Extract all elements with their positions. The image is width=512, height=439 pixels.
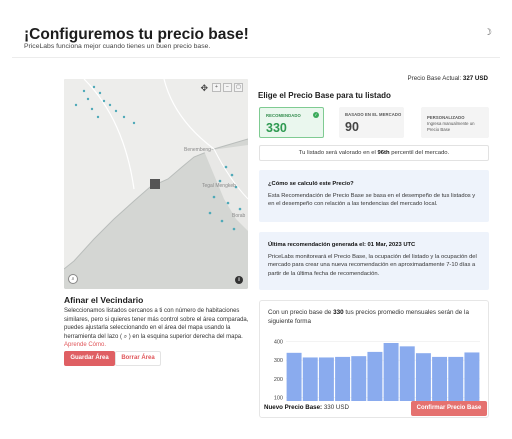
check-icon: ✓ bbox=[313, 112, 319, 118]
y-tick-label: 200 bbox=[274, 377, 283, 383]
map-place-label: Tegal Mengkeb bbox=[202, 183, 236, 189]
calculation-text: Esta Recomendación de Precio Base se bas… bbox=[268, 193, 476, 208]
chart-bar bbox=[399, 346, 415, 401]
chart-bar bbox=[286, 352, 302, 401]
new-price-label: Nuevo Precio Base: bbox=[264, 404, 323, 411]
lasso-icon[interactable]: ⌕ bbox=[68, 274, 78, 284]
neighborhood-text: Seleccionamos listados cercanos a ti con… bbox=[64, 308, 249, 340]
market-value: 90 bbox=[345, 120, 359, 134]
chart-bar bbox=[335, 356, 351, 401]
chart-caption: Con un precio base de 330 tus precios pr… bbox=[268, 309, 480, 326]
chart-bar bbox=[318, 357, 334, 401]
clear-area-button[interactable]: Borrar Área bbox=[115, 351, 161, 366]
chart-bar bbox=[432, 356, 448, 401]
percentile-prefix: Tu listado será valorado en el bbox=[298, 150, 376, 156]
collapse-button[interactable]: ▢ bbox=[234, 83, 243, 92]
neighborhood-map[interactable]: ✥ + − ▢ Benembeng Tegal Mengkeb Borab ⌕ … bbox=[64, 79, 248, 289]
zoom-in-button[interactable]: + bbox=[212, 83, 221, 92]
selected-listing-marker[interactable] bbox=[150, 179, 160, 189]
chart-bar bbox=[351, 356, 367, 401]
choose-base-price-title: Elige el Precio Base para tu listado bbox=[258, 91, 391, 100]
confirm-base-price-button[interactable]: Confirmar Precio Base bbox=[411, 401, 487, 416]
custom-description: Ingresa manualmente un Precio Base bbox=[427, 121, 475, 132]
chart-plot: 100 200 300 400 bbox=[274, 340, 480, 401]
zoom-out-button[interactable]: − bbox=[223, 83, 232, 92]
y-tick-label: 400 bbox=[274, 340, 283, 346]
chart-bar bbox=[367, 351, 383, 401]
close-icon[interactable]: ☽ bbox=[483, 27, 492, 37]
neighborhood-title: Afinar el Vecindario bbox=[64, 295, 144, 305]
last-recommendation-box: Última recomendación generada el: 01 Mar… bbox=[259, 232, 489, 290]
learn-how-link[interactable]: Aprende Cómo. bbox=[64, 342, 107, 349]
chart-bar bbox=[302, 357, 318, 401]
percentile-suffix: percentil del mercado. bbox=[391, 150, 450, 156]
chart-caption-value: 330 bbox=[333, 309, 344, 316]
last-recommendation-title: Última recomendación generada el: 01 Mar… bbox=[268, 242, 416, 248]
chart-caption-prefix: Con un precio base de bbox=[268, 309, 332, 316]
listing-markers bbox=[74, 85, 242, 231]
page-title: ¡Configuremos tu precio base! bbox=[24, 26, 249, 43]
map-toolbar: ✥ + − ▢ bbox=[200, 83, 243, 92]
current-price-value: 327 USD bbox=[462, 75, 488, 82]
chart-bar bbox=[464, 352, 480, 401]
chart-bar bbox=[415, 353, 431, 401]
new-price-value: 330 USD bbox=[323, 404, 349, 411]
recommended-price-card[interactable]: RECOMENDADO ✓ 330 bbox=[259, 107, 324, 138]
recommended-label: RECOMENDADO bbox=[266, 113, 301, 118]
calculation-question: ¿Cómo se calculó este Precio? bbox=[268, 181, 354, 187]
map-canvas[interactable] bbox=[64, 79, 248, 289]
market-label: BASADO EN EL MERCADO bbox=[345, 112, 402, 117]
info-icon[interactable]: i bbox=[235, 276, 243, 284]
move-icon[interactable]: ✥ bbox=[200, 82, 208, 93]
custom-price-card[interactable]: PERSONALIZADO Ingresa manualmente un Pre… bbox=[421, 107, 489, 138]
neighborhood-description: Seleccionamos listados cercanos a ti con… bbox=[64, 307, 252, 350]
chart-bar bbox=[383, 343, 399, 401]
market-price-card[interactable]: BASADO EN EL MERCADO 90 bbox=[339, 107, 404, 138]
new-base-price: Nuevo Precio Base: 330 USD bbox=[264, 404, 349, 411]
chart-caption-suffix: tus precios promedio mensuales serán de … bbox=[268, 309, 469, 325]
save-area-button[interactable]: Guardar Área bbox=[64, 351, 115, 366]
current-base-price: Precio Base Actual: 327 USD bbox=[408, 75, 489, 82]
map-place-label: Benembeng bbox=[184, 147, 211, 153]
custom-label: PERSONALIZADO bbox=[427, 115, 465, 120]
header-divider bbox=[12, 57, 500, 58]
monthly-price-chart: Con un precio base de 330 tus precios pr… bbox=[259, 300, 489, 418]
map-peninsula bbox=[204, 145, 248, 231]
last-recommendation-text: PriceLabs monitoreará el Precio Base, la… bbox=[268, 254, 477, 277]
chart-bar bbox=[448, 356, 464, 401]
percentile-value: 96th bbox=[377, 150, 390, 156]
current-price-label: Precio Base Actual: bbox=[407, 75, 462, 82]
page-subtitle: PriceLabs funciona mejor cuando tienes u… bbox=[24, 43, 211, 50]
calculation-info-box: ¿Cómo se calculó este Precio? Esta Recom… bbox=[259, 170, 489, 222]
y-tick-label: 100 bbox=[274, 395, 283, 401]
recommended-value: 330 bbox=[266, 121, 287, 135]
percentile-banner: Tu listado será valorado en el 96th perc… bbox=[259, 145, 489, 161]
map-place-label: Borab bbox=[232, 213, 246, 219]
map-land bbox=[64, 79, 248, 269]
y-tick-label: 300 bbox=[274, 358, 283, 364]
